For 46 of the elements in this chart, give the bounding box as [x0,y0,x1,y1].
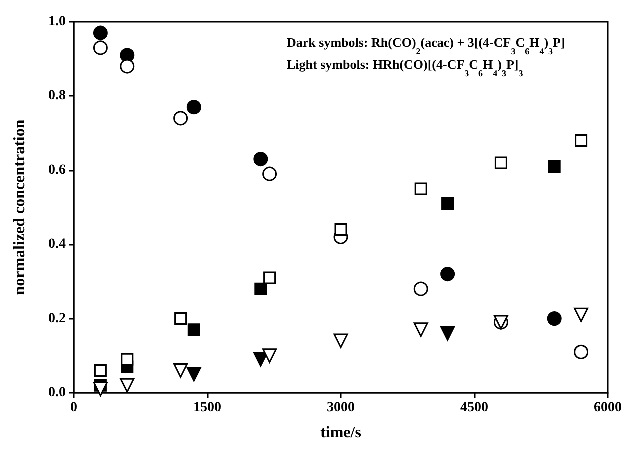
x-tick-label: 3000 [327,400,355,416]
point [575,134,588,147]
point [442,198,454,210]
point [186,367,202,382]
point [93,382,108,397]
point [262,166,278,182]
y-tick-label: 0.8 [48,88,66,104]
x-tick-label: 4500 [460,400,488,416]
y-tick-label: 0.6 [48,162,66,178]
point [174,111,188,126]
point [188,324,200,336]
point [414,322,428,338]
point [94,364,107,377]
point [440,267,456,282]
point [254,282,268,296]
point [93,26,108,40]
y-tick-label: 1.0 [48,14,66,30]
point [174,363,188,378]
point [120,59,135,74]
point [440,326,456,341]
y-tick-label: 0.2 [48,311,66,326]
point [574,344,589,360]
point [548,160,561,173]
point [414,182,428,196]
point [414,282,428,296]
x-tick-label: 0 [70,400,78,416]
x-axis-title: time/s [320,424,362,442]
point [334,224,348,236]
point [174,312,188,326]
point [121,353,134,366]
point [264,272,276,284]
point [186,100,202,115]
x-tick-label: 6000 [594,400,622,416]
point [494,156,508,170]
point [334,334,348,348]
y-tick-label: 0.4 [48,237,66,252]
point [262,348,278,364]
point [254,352,268,367]
point [93,40,108,56]
point [547,312,562,326]
y-axis-title: normalized concentration [12,120,28,296]
x-tick-label: 1500 [194,400,222,416]
point [120,378,135,393]
point [574,308,589,322]
point [254,152,268,167]
y-tick-label: 0.0 [48,386,66,400]
